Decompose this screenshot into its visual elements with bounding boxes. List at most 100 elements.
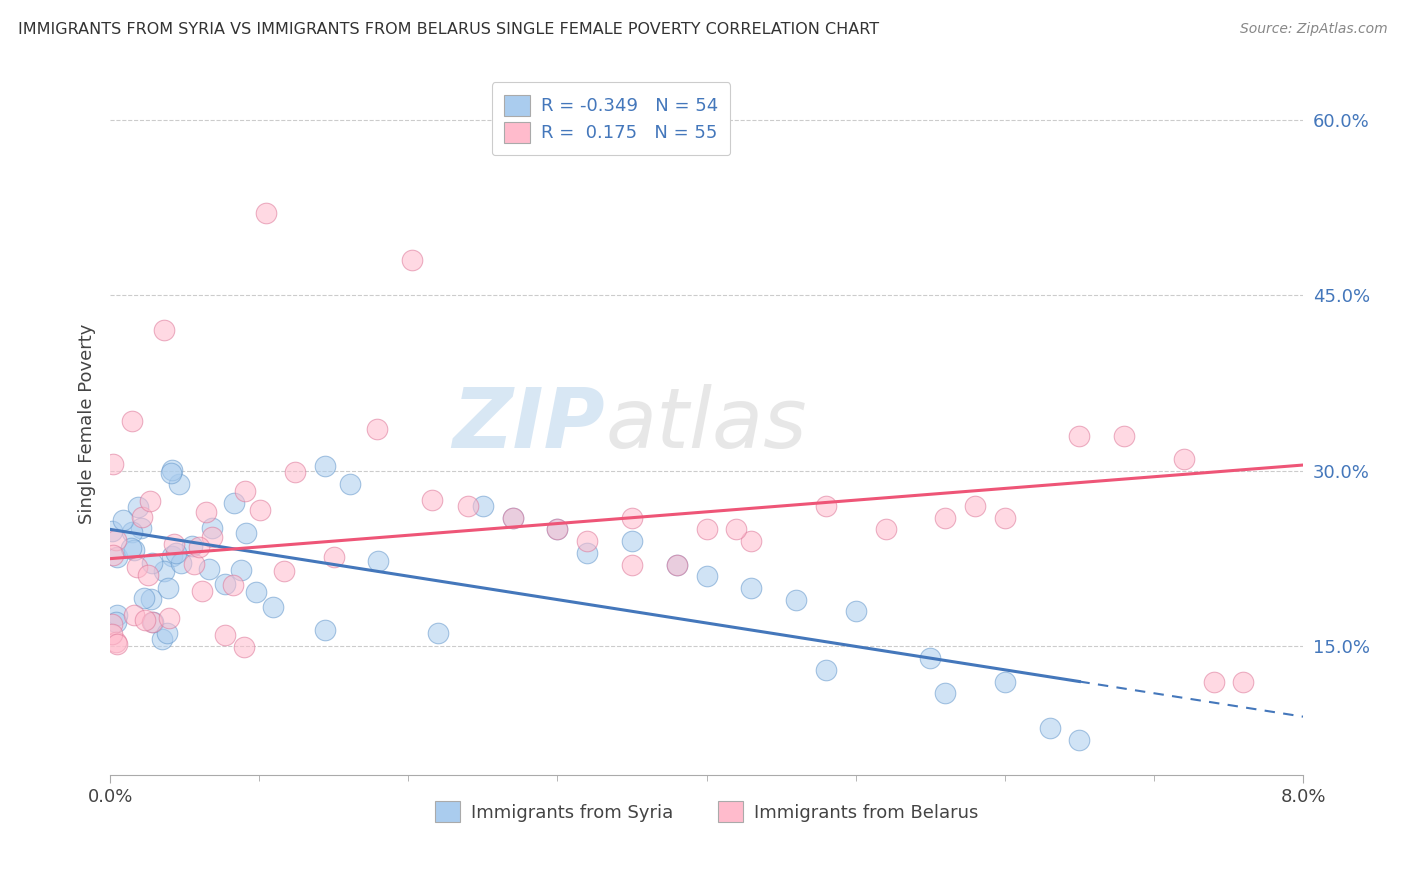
Point [696, 522, 718, 536]
Point [104, 533, 127, 547]
Point [157, 611, 180, 625]
Point [194, 505, 217, 519]
Point [160, 549, 183, 564]
Point [994, 674, 1017, 689]
Point [314, 623, 336, 637]
Point [153, 323, 176, 337]
Point [125, 559, 148, 574]
Point [224, 496, 246, 510]
Point [740, 581, 762, 595]
Point [576, 546, 599, 560]
Point [427, 626, 450, 640]
Text: IMMIGRANTS FROM SYRIA VS IMMIGRANTS FROM BELARUS SINGLE FEMALE POVERTY CORRELATI: IMMIGRANTS FROM SYRIA VS IMMIGRANTS FROM… [18, 22, 879, 37]
Point [262, 599, 284, 614]
Point [201, 530, 224, 544]
Point [138, 568, 160, 582]
Point [170, 556, 193, 570]
Text: atlas: atlas [605, 384, 807, 465]
Text: Source: ZipAtlas.com: Source: ZipAtlas.com [1240, 22, 1388, 37]
Point [191, 583, 214, 598]
Point [994, 510, 1017, 524]
Point [547, 522, 569, 536]
Point [159, 466, 181, 480]
Point [665, 558, 688, 572]
Point [621, 510, 644, 524]
Point [139, 494, 162, 508]
Point [621, 558, 644, 572]
Point [322, 550, 344, 565]
Point [214, 628, 236, 642]
Point [142, 615, 165, 629]
Point [120, 541, 142, 555]
Point [284, 465, 307, 479]
Point [122, 542, 145, 557]
Point [576, 534, 599, 549]
Point [367, 554, 389, 568]
Point [273, 564, 295, 578]
Point [1038, 722, 1060, 736]
Point [457, 499, 479, 513]
Point [963, 499, 986, 513]
Point [314, 459, 336, 474]
Point [245, 584, 267, 599]
Point [132, 591, 155, 605]
Point [101, 524, 124, 538]
Point [339, 477, 361, 491]
Point [366, 422, 388, 436]
Point [121, 524, 143, 539]
Point [621, 534, 644, 549]
Point [845, 604, 868, 618]
Point [214, 577, 236, 591]
Point [233, 484, 256, 499]
Point [101, 549, 124, 563]
Point [134, 613, 156, 627]
Point [141, 556, 163, 570]
Point [665, 558, 688, 572]
Point [127, 500, 149, 514]
Point [235, 526, 257, 541]
Point [814, 499, 837, 513]
Point [696, 569, 718, 583]
Point [934, 510, 956, 524]
Point [420, 492, 443, 507]
Point [105, 637, 128, 651]
Point [502, 510, 524, 524]
Point [166, 546, 188, 560]
Point [162, 463, 184, 477]
Point [222, 578, 245, 592]
Point [814, 663, 837, 677]
Point [249, 503, 271, 517]
Point [103, 458, 125, 472]
Point [111, 513, 134, 527]
Point [1173, 452, 1195, 467]
Point [920, 651, 942, 665]
Point [1069, 429, 1091, 443]
Point [105, 615, 128, 629]
Point [201, 521, 224, 535]
Point [100, 627, 122, 641]
Point [155, 625, 177, 640]
Point [1114, 429, 1136, 443]
Point [401, 253, 423, 268]
Point [254, 206, 277, 220]
Point [169, 477, 191, 491]
Point [150, 632, 173, 646]
Point [502, 510, 524, 524]
Point [121, 414, 143, 428]
Point [471, 499, 494, 513]
Y-axis label: Single Female Poverty: Single Female Poverty [79, 324, 96, 524]
Point [740, 534, 762, 549]
Point [141, 615, 163, 629]
Point [139, 591, 162, 606]
Point [157, 581, 180, 595]
Point [198, 562, 221, 576]
Point [725, 522, 748, 536]
Point [124, 607, 146, 622]
Point [232, 640, 254, 655]
Point [1069, 733, 1091, 747]
Point [105, 634, 128, 648]
Text: ZIP: ZIP [453, 384, 605, 465]
Point [105, 549, 128, 564]
Point [785, 592, 807, 607]
Point [188, 541, 211, 555]
